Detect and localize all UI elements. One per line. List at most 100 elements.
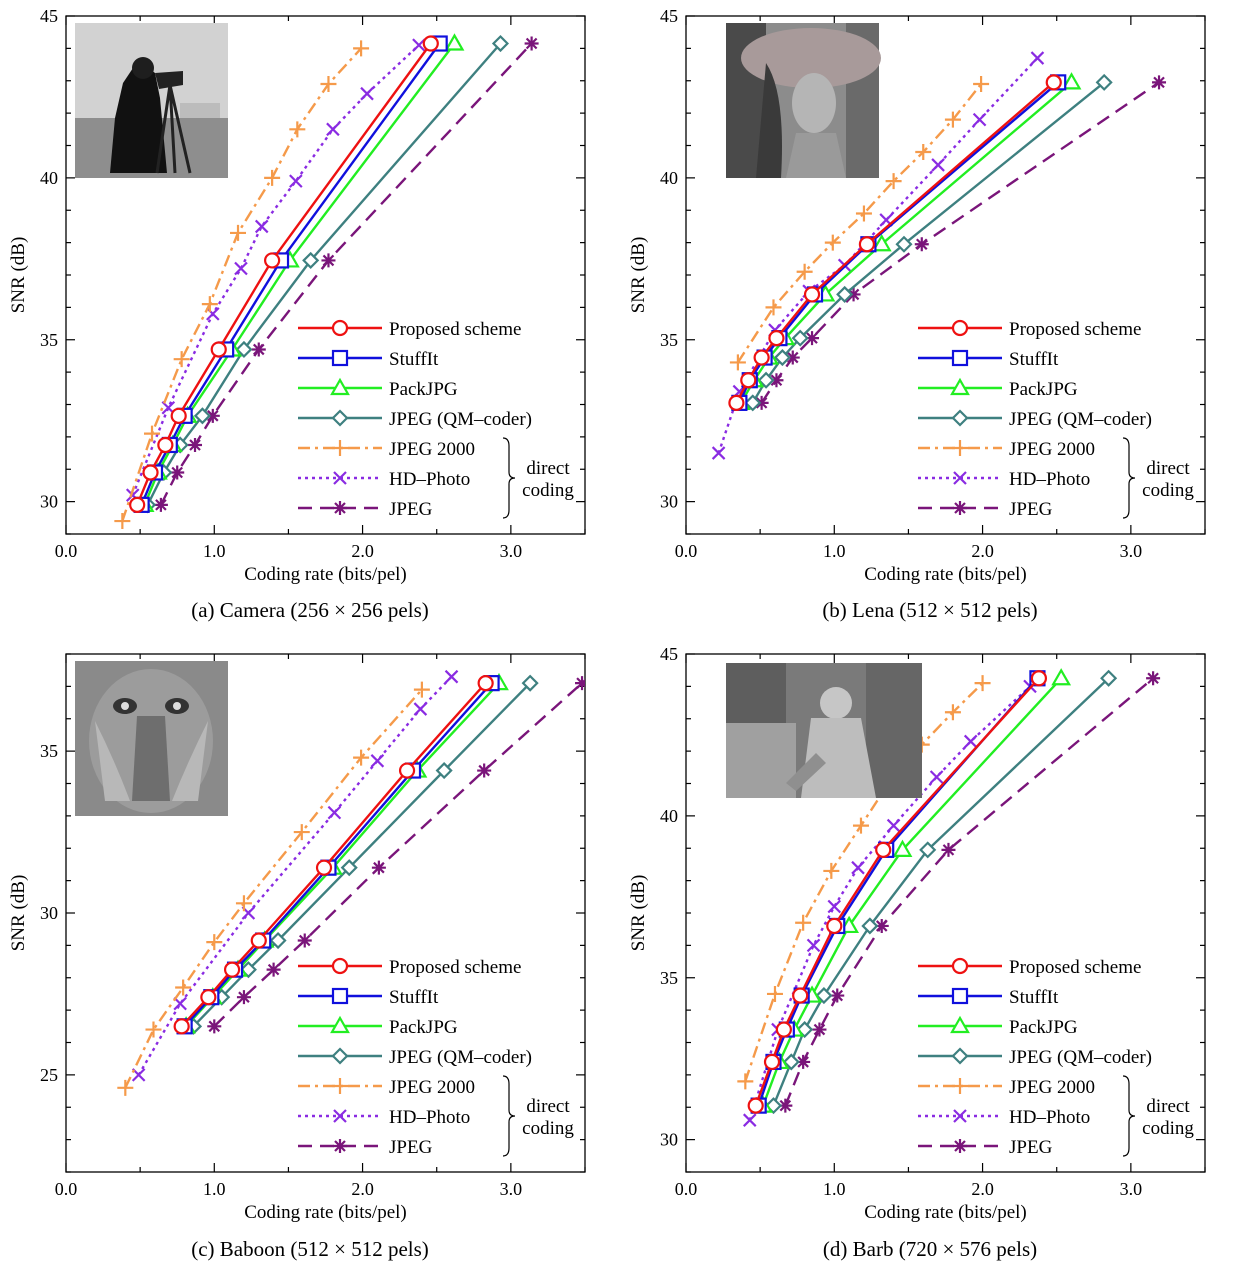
legend-item-proposed-scheme: Proposed scheme <box>918 957 1141 978</box>
legend-marker <box>950 1015 970 1034</box>
legend-marker <box>332 440 348 456</box>
chart-panel-barb: 0.0 1.0 2.0 3.0 30 35 40 45 Coding rate (bits/pe… <box>620 638 1239 1265</box>
data-point <box>805 331 820 346</box>
series-jpeg <box>153 36 539 512</box>
bracket-label-direct: direct <box>1146 458 1190 479</box>
data-point <box>297 933 312 948</box>
data-point <box>824 234 841 251</box>
barb-thumbnail <box>726 663 922 798</box>
data-point <box>210 341 227 358</box>
legend-label: JPEG (QM–coder) <box>1009 1047 1152 1068</box>
legend-label: HD–Photo <box>1009 469 1090 490</box>
data-point <box>370 754 385 768</box>
series-jpeg <box>754 75 1167 410</box>
data-point <box>931 158 945 172</box>
data-point <box>826 917 843 935</box>
legend-bracket <box>1122 437 1136 519</box>
data-point <box>170 407 187 424</box>
data-point <box>477 675 494 692</box>
legend-item-stuffit: StuffIt <box>918 349 1059 370</box>
legend-label: PackJPG <box>389 1017 458 1038</box>
legend: Proposed scheme StuffIt PackJPG JPEG (QM–co… <box>298 319 574 520</box>
data-point <box>728 394 745 411</box>
data-point <box>315 859 333 876</box>
data-point <box>757 371 775 389</box>
legend-label: StuffIt <box>1009 349 1059 370</box>
data-point <box>782 1053 800 1071</box>
legend-label: HD–Photo <box>389 469 470 490</box>
data-point <box>827 899 842 914</box>
data-point <box>972 112 987 127</box>
legend-marker <box>951 319 969 337</box>
series-jpeg <box>778 671 1161 1113</box>
legend-label: JPEG 2000 <box>389 439 475 460</box>
x-tick-label: 1.0 <box>823 1179 846 1199</box>
legend-item-stuffit: StuffIt <box>918 987 1059 1008</box>
series-jpeg <box>207 676 585 1034</box>
data-point <box>875 841 892 858</box>
bracket-label-coding: coding <box>1142 480 1194 501</box>
data-point <box>1051 668 1072 686</box>
data-point <box>413 702 428 716</box>
legend-marker <box>951 409 969 427</box>
data-point <box>157 436 174 454</box>
legend-item-jpeg-2000: JPEG 2000 <box>918 1077 1095 1098</box>
data-point <box>234 261 248 276</box>
tick-marks <box>65 15 586 535</box>
legend-marker <box>330 377 350 396</box>
data-point <box>974 675 991 692</box>
legend-marker <box>330 1015 350 1034</box>
data-point <box>823 862 840 879</box>
data-point <box>575 676 585 691</box>
data-point <box>360 86 374 101</box>
data-point <box>754 395 769 410</box>
data-point <box>206 934 223 951</box>
legend-bracket <box>502 437 516 519</box>
series-jpeg-2000 <box>729 75 990 371</box>
legend-marker <box>331 319 349 337</box>
data-point <box>791 329 809 347</box>
legend-bracket <box>1122 1075 1136 1157</box>
legend-label: JPEG (QM–coder) <box>389 1047 532 1068</box>
data-point <box>765 299 782 316</box>
data-point <box>173 1018 190 1035</box>
data-point <box>747 1097 764 1114</box>
series-proposed-scheme <box>173 675 494 1035</box>
x-tick-label: 0.0 <box>675 541 698 561</box>
data-point <box>944 111 961 128</box>
y-tick-label: 45 <box>660 644 678 664</box>
x-tick-label: 3.0 <box>1120 1179 1143 1199</box>
legend-marker <box>331 349 349 367</box>
data-point <box>792 987 809 1004</box>
data-point <box>223 961 241 978</box>
series-proposed-scheme <box>129 35 439 513</box>
y-tick-label: 35 <box>660 330 678 350</box>
chart-baboon: 0.0 1.0 2.0 3.0 25 30 35 Coding rate (bits/pel)… <box>8 653 586 1223</box>
legend-label: StuffIt <box>1009 987 1059 1008</box>
data-point <box>803 286 821 303</box>
data-point <box>321 253 336 268</box>
data-point <box>477 763 492 778</box>
legend-marker <box>951 957 969 975</box>
data-point <box>785 350 800 365</box>
legend-marker <box>952 440 968 456</box>
legend-marker <box>951 987 969 1005</box>
x-axis-label: Coding rate (bits/pel) <box>864 1202 1027 1223</box>
series-hd-photo <box>131 669 459 1082</box>
data-point <box>412 38 426 52</box>
legend-label: JPEG (QM–coder) <box>389 409 532 430</box>
lena-thumbnail <box>726 23 881 178</box>
legend-marker <box>331 987 349 1005</box>
legend-label: Proposed scheme <box>389 957 521 978</box>
data-point <box>444 669 459 684</box>
legend-label: JPEG <box>389 1137 433 1158</box>
data-point <box>327 805 342 820</box>
data-point <box>153 497 168 512</box>
bracket-label-direct: direct <box>526 1096 570 1117</box>
y-tick-label: 30 <box>660 492 678 512</box>
y-axis-label: SNR (dB) <box>8 237 29 314</box>
data-point <box>806 938 821 953</box>
tick-marks <box>685 653 1206 1173</box>
x-axis-label: Coding rate (bits/pel) <box>244 1202 407 1223</box>
data-point <box>973 75 990 92</box>
